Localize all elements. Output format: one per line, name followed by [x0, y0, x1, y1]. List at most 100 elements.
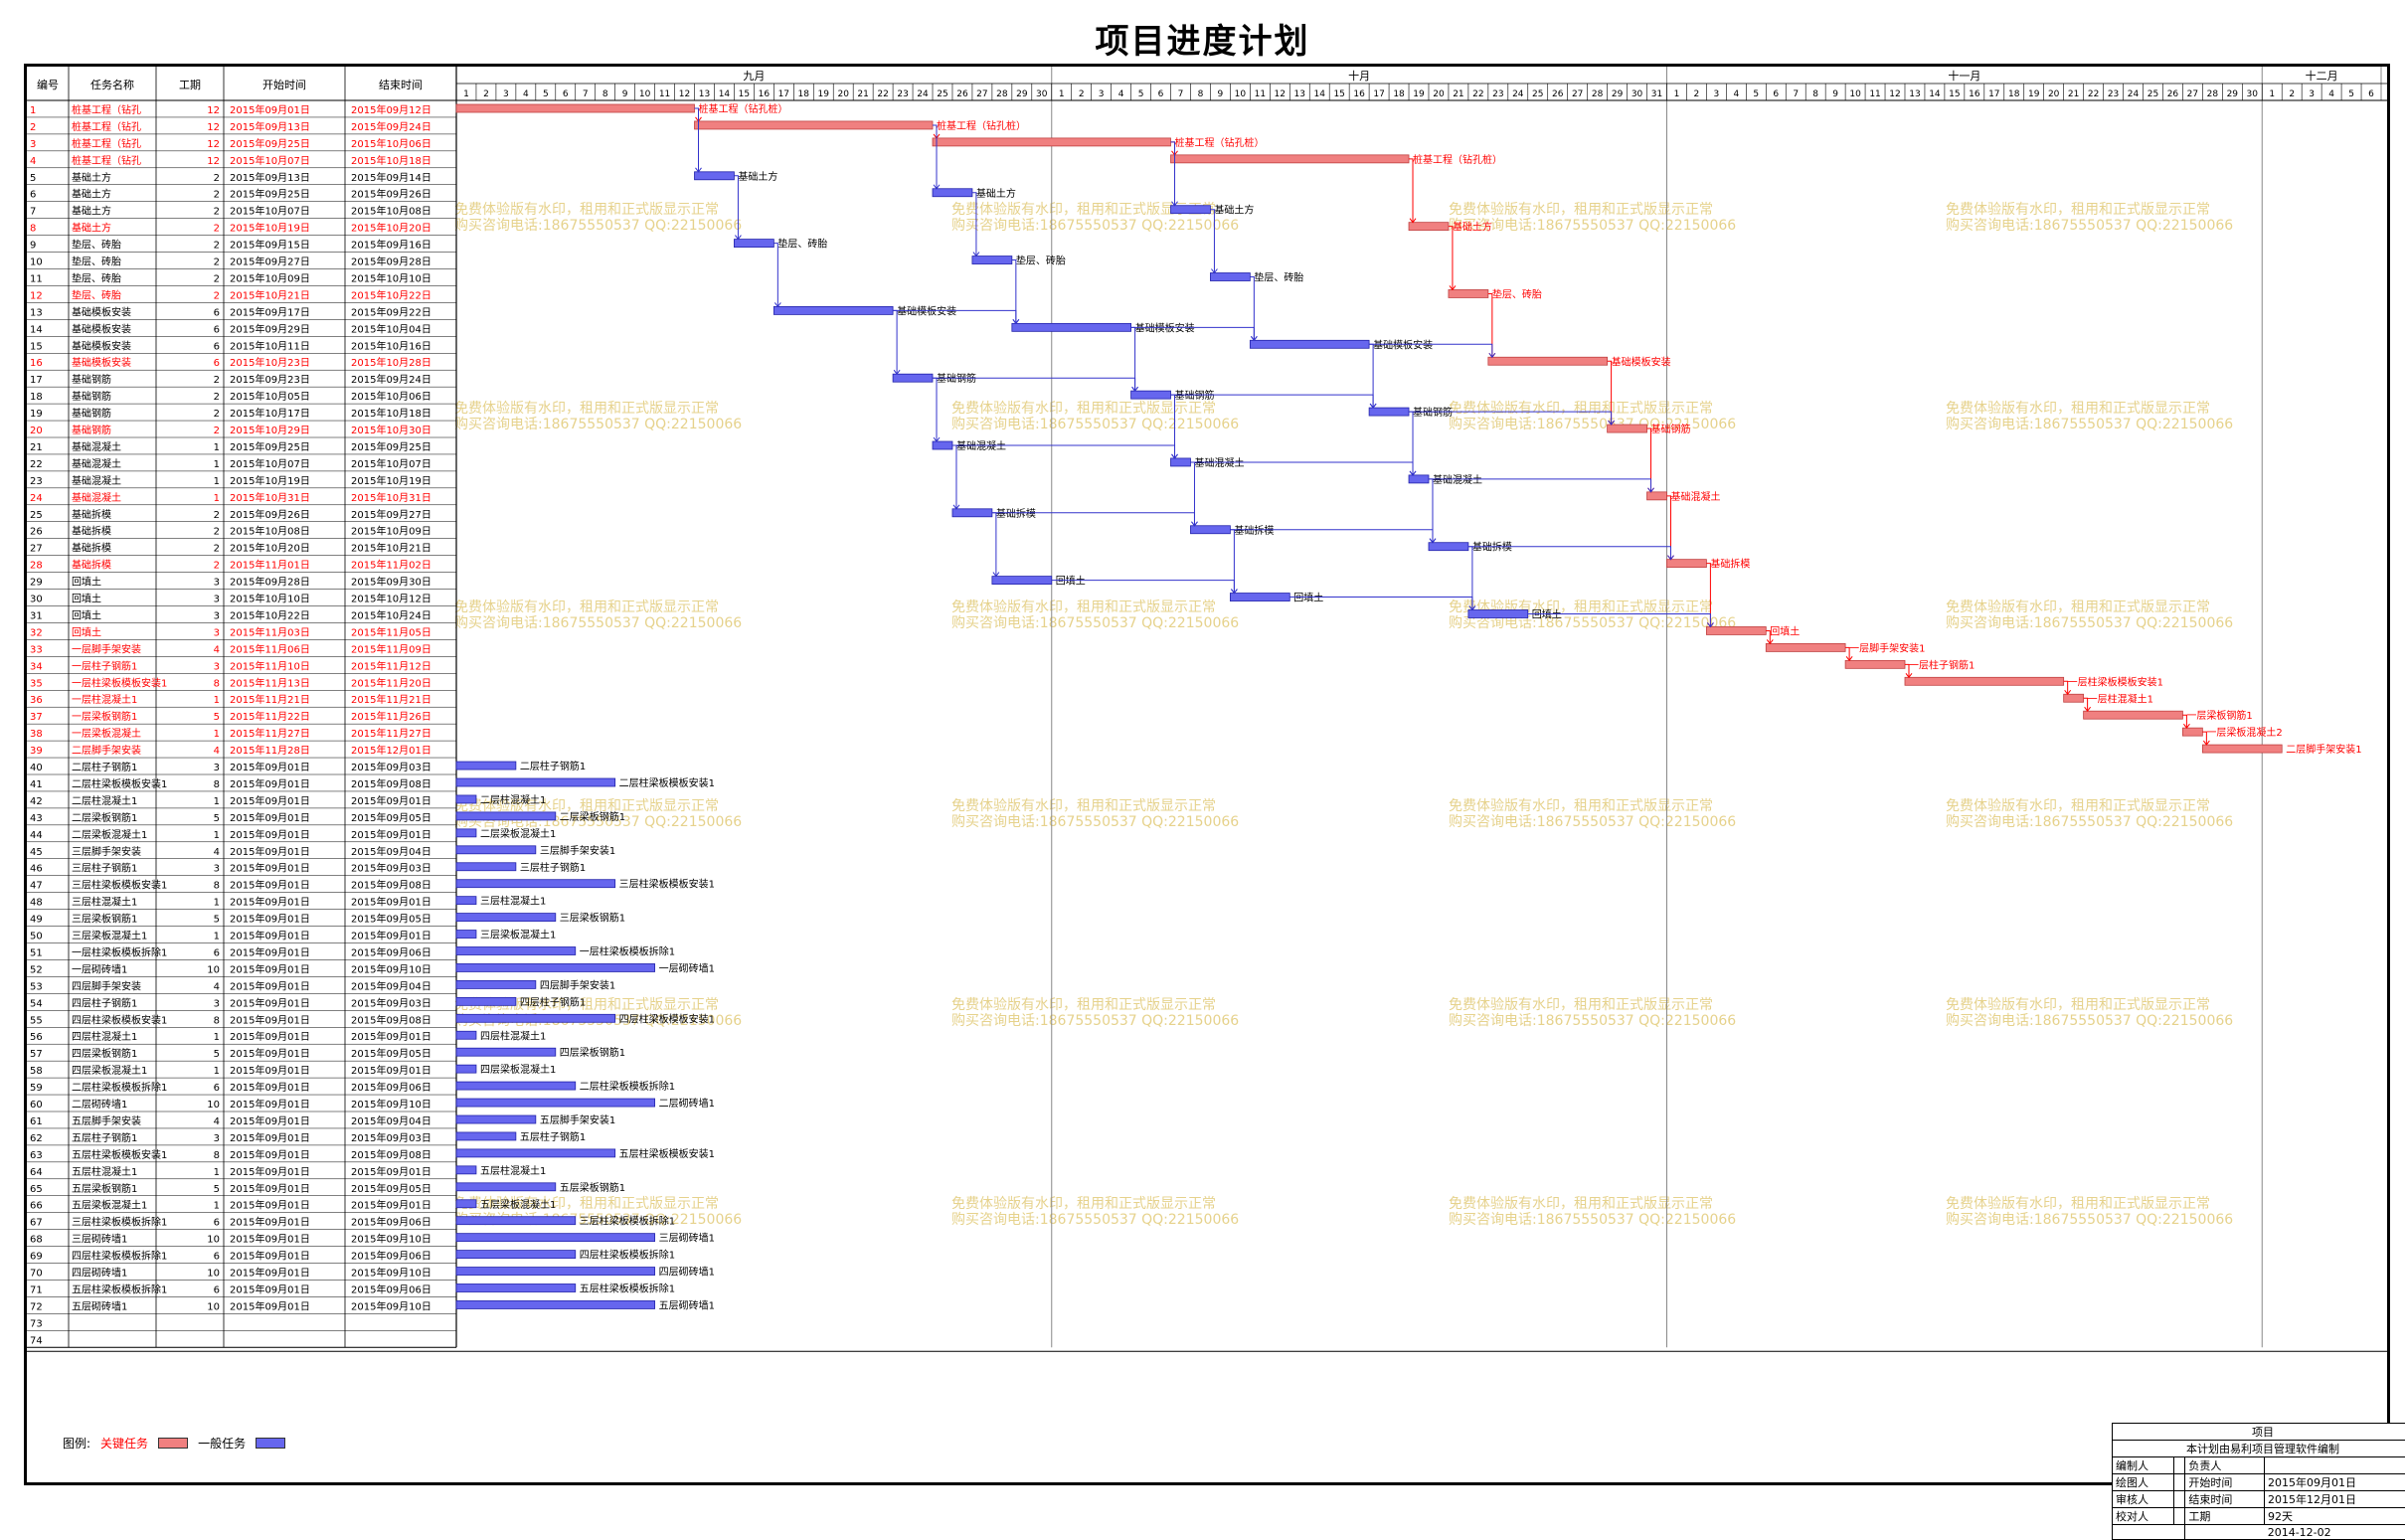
gantt-bar-label: 垫层、砖胎 — [1492, 287, 1542, 300]
gantt-bar-label: 二层脚手架安装1 — [2286, 743, 2361, 756]
task-duration: 10 — [207, 1269, 220, 1280]
day-label: 19 — [818, 89, 830, 99]
task-id: 51 — [30, 947, 43, 958]
task-end: 2015年09月22日 — [351, 305, 431, 318]
task-duration: 12 — [207, 139, 220, 150]
task-start: 2015年09月01日 — [230, 1182, 310, 1195]
day-label: 24 — [1512, 89, 1524, 99]
gantt-bar — [456, 1048, 556, 1056]
watermark-text: 免费体验版有水印，租用和正式版显示正常 — [951, 997, 1216, 1013]
gantt-bar-label: 二层柱混凝土1 — [480, 793, 546, 806]
gantt-frame: 免费体验版有水印，租用和正式版显示正常 购买咨询电话:18675550537 QQ… — [24, 64, 2390, 1485]
task-duration: 1 — [214, 1167, 220, 1178]
task-duration: 2 — [214, 544, 220, 555]
task-start: 2015年11月28日 — [230, 744, 310, 757]
task-start: 2015年09月01日 — [230, 1233, 310, 1246]
task-name: 五层梁板混凝土1 — [72, 1199, 147, 1212]
month-label: 十二月 — [2306, 69, 2338, 83]
gantt-bar — [1171, 155, 1410, 163]
task-id: 52 — [30, 964, 43, 975]
tb-r2c1 — [2174, 1491, 2185, 1508]
tb-r3c1 — [2174, 1508, 2185, 1525]
day-label: 1 — [1059, 89, 1065, 99]
day-label: 17 — [1373, 89, 1384, 99]
day-label: 10 — [639, 89, 651, 99]
task-duration: 5 — [214, 1184, 220, 1195]
task-name: 二层柱梁板模板拆除1 — [72, 1081, 167, 1094]
task-id: 43 — [30, 813, 43, 824]
task-start: 2015年11月13日 — [230, 676, 310, 689]
task-start: 2015年11月01日 — [230, 559, 310, 572]
day-label: 23 — [2108, 89, 2119, 99]
day-label: 23 — [897, 89, 908, 99]
gantt-bar — [734, 240, 773, 248]
task-end: 2015年11月20日 — [351, 676, 431, 689]
task-end: 2015年10月08日 — [351, 205, 431, 218]
task-id: 23 — [30, 476, 43, 487]
legend-label: 图例: — [63, 1435, 90, 1452]
dependency-link — [1429, 479, 1433, 543]
task-id: 25 — [30, 510, 43, 521]
gantt-bar — [1171, 458, 1191, 466]
task-start: 2015年09月01日 — [230, 1098, 310, 1111]
task-name: 四层柱混凝土1 — [72, 1030, 137, 1043]
day-label: 15 — [1333, 89, 1344, 99]
watermark-text: 购买咨询电话:18675550537 QQ:22150066 — [951, 417, 1239, 432]
task-name: 三层柱子钢筋1 — [72, 862, 137, 875]
task-duration: 2 — [214, 257, 220, 268]
day-label: 25 — [937, 89, 947, 99]
task-start: 2015年09月01日 — [230, 1216, 310, 1229]
task-end: 2015年09月24日 — [351, 373, 431, 386]
task-id: 22 — [30, 459, 43, 470]
task-duration: 6 — [214, 947, 220, 958]
task-name: 三层梁板钢筋1 — [72, 913, 137, 926]
day-label: 29 — [1612, 89, 1624, 99]
task-name: 一层脚手架安装 — [72, 642, 141, 655]
task-start: 2015年09月26日 — [230, 508, 310, 521]
gantt-bar — [456, 1099, 655, 1107]
gantt-bar-label: 一层砌砖墙1 — [659, 961, 715, 974]
task-id: 2 — [30, 122, 36, 133]
task-start: 2015年09月01日 — [230, 1114, 310, 1127]
day-label: 18 — [798, 89, 810, 99]
task-duration: 1 — [214, 476, 220, 487]
gantt-bar — [992, 577, 1052, 585]
column-header: 任务名称 — [90, 78, 134, 91]
gantt-bar — [972, 257, 1012, 264]
task-id: 13 — [30, 307, 43, 318]
gantt-bar-label: 垫层、砖胎 — [1254, 271, 1303, 284]
gantt-bar — [456, 1031, 476, 1039]
day-label: 9 — [622, 89, 628, 99]
day-label: 22 — [1472, 89, 1483, 99]
gantt-bar-label: 四层砌砖墙1 — [659, 1266, 715, 1279]
task-start: 2015年10月17日 — [230, 407, 310, 420]
task-id: 69 — [30, 1252, 43, 1263]
title-block-note: 本计划由易利项目管理软件编制 — [2113, 1441, 2405, 1457]
task-end: 2015年09月10日 — [351, 1098, 431, 1111]
task-duration: 2 — [214, 392, 220, 403]
task-start: 2015年10月11日 — [230, 339, 310, 352]
watermark-text: 购买咨询电话:18675550537 QQ:22150066 — [1449, 417, 1736, 432]
task-id: 19 — [30, 409, 43, 420]
task-name: 基础土方 — [72, 188, 111, 201]
task-name: 基础钢筋 — [72, 390, 111, 403]
task-start: 2015年09月29日 — [230, 322, 310, 335]
task-id: 17 — [30, 375, 43, 386]
dependency-link — [1230, 530, 1234, 594]
dependency-link — [933, 378, 937, 441]
task-id: 30 — [30, 595, 43, 605]
tb-r2c0: 审核人 — [2113, 1491, 2174, 1508]
day-label: 5 — [1753, 89, 1759, 99]
day-label: 20 — [2048, 89, 2060, 99]
gantt-bar — [456, 1300, 655, 1308]
task-duration: 2 — [214, 527, 220, 538]
task-end: 2015年10月24日 — [351, 608, 431, 621]
gantt-bar — [2202, 745, 2282, 753]
task-end: 2015年09月03日 — [351, 1131, 431, 1144]
task-start: 2015年10月05日 — [230, 390, 310, 403]
task-name: 基础混凝土 — [72, 457, 121, 470]
task-id: 57 — [30, 1049, 43, 1060]
day-label: 3 — [2309, 89, 2315, 99]
tb-r1c0: 绘图人 — [2113, 1474, 2174, 1491]
gantt-bar-label: 桩基工程（钻孔桩） — [937, 119, 1026, 132]
